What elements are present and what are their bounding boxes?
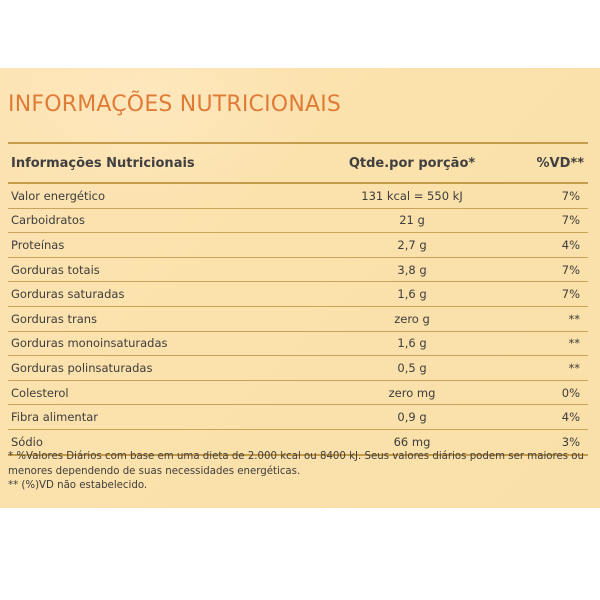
nutrient-quantity: 2,7 g <box>316 232 508 258</box>
table-header-row: Informações Nutricionais Qtde.por porção… <box>8 142 588 184</box>
table-row: Gorduras trans zero g ** <box>8 306 588 332</box>
nutrient-daily-value: ** <box>508 331 588 357</box>
nutrient-daily-value: 4% <box>508 232 588 258</box>
nutrient-quantity: 3,8 g <box>316 257 508 283</box>
nutrient-daily-value: 7% <box>508 208 588 234</box>
nutrient-quantity: 1,6 g <box>316 281 508 307</box>
nutrient-name: Fibra alimentar <box>8 404 316 430</box>
nutrient-name: Gorduras monoinsaturadas <box>8 331 316 357</box>
table-row: Proteínas 2,7 g 4% <box>8 232 588 258</box>
nutrient-daily-value: 7% <box>508 281 588 307</box>
nutrient-quantity: 21 g <box>316 208 508 234</box>
nutrient-name: Proteínas <box>8 232 316 258</box>
nutrient-name: Carboidratos <box>8 208 316 234</box>
nutrient-name: Gorduras totais <box>8 257 316 283</box>
table-row: Gorduras saturadas 1,6 g 7% <box>8 281 588 307</box>
nutrient-daily-value: 7% <box>508 257 588 283</box>
nutrition-table: Informações Nutricionais Qtde.por porção… <box>8 142 588 456</box>
nutrient-name: Gorduras saturadas <box>8 281 316 307</box>
nutrient-quantity: 131 kcal = 550 kJ <box>316 183 508 209</box>
nutrient-name: Sódio <box>8 429 316 456</box>
header-nutrient: Informações Nutricionais <box>8 142 316 184</box>
nutrient-daily-value: ** <box>508 306 588 332</box>
nutrient-quantity: 66 mg <box>316 429 508 456</box>
nutrient-quantity: zero g <box>316 306 508 332</box>
nutrient-daily-value: 3% <box>508 429 588 456</box>
header-quantity: Qtde.por porção* <box>316 142 508 184</box>
table-row: Fibra alimentar 0,9 g 4% <box>8 404 588 430</box>
nutrition-panel: INFORMAÇÕES NUTRICIONAIS Informações Nut… <box>0 68 600 508</box>
nutrient-quantity: 0,5 g <box>316 355 508 381</box>
footnotes: * %Valores Diários com base em uma dieta… <box>8 450 592 494</box>
table-row: Carboidratos 21 g 7% <box>8 208 588 234</box>
table-row: Colesterol zero mg 0% <box>8 380 588 406</box>
table-row: Gorduras monoinsaturadas 1,6 g ** <box>8 331 588 357</box>
page-title: INFORMAÇÕES NUTRICIONAIS <box>8 92 342 117</box>
footnote-daily-values: * %Valores Diários com base em uma dieta… <box>8 451 584 477</box>
nutrient-name: Gorduras trans <box>8 306 316 332</box>
header-daily-value: %VD** <box>508 142 588 184</box>
nutrient-name: Valor energético <box>8 183 316 209</box>
nutrient-quantity: zero mg <box>316 380 508 406</box>
nutrient-daily-value: 0% <box>508 380 588 406</box>
nutrient-daily-value: 4% <box>508 404 588 430</box>
nutrient-quantity: 1,6 g <box>316 331 508 357</box>
table-row: Sódio 66 mg 3% <box>8 429 588 456</box>
table-row: Gorduras polinsaturadas 0,5 g ** <box>8 355 588 381</box>
table-row: Gorduras totais 3,8 g 7% <box>8 257 588 283</box>
nutrient-name: Colesterol <box>8 380 316 406</box>
nutrient-quantity: 0,9 g <box>316 404 508 430</box>
nutrient-name: Gorduras polinsaturadas <box>8 355 316 381</box>
footnote-not-established: ** (%)VD não estabelecido. <box>8 480 148 491</box>
nutrient-daily-value: 7% <box>508 183 588 209</box>
table-row: Valor energético 131 kcal = 550 kJ 7% <box>8 183 588 209</box>
nutrient-daily-value: ** <box>508 355 588 381</box>
